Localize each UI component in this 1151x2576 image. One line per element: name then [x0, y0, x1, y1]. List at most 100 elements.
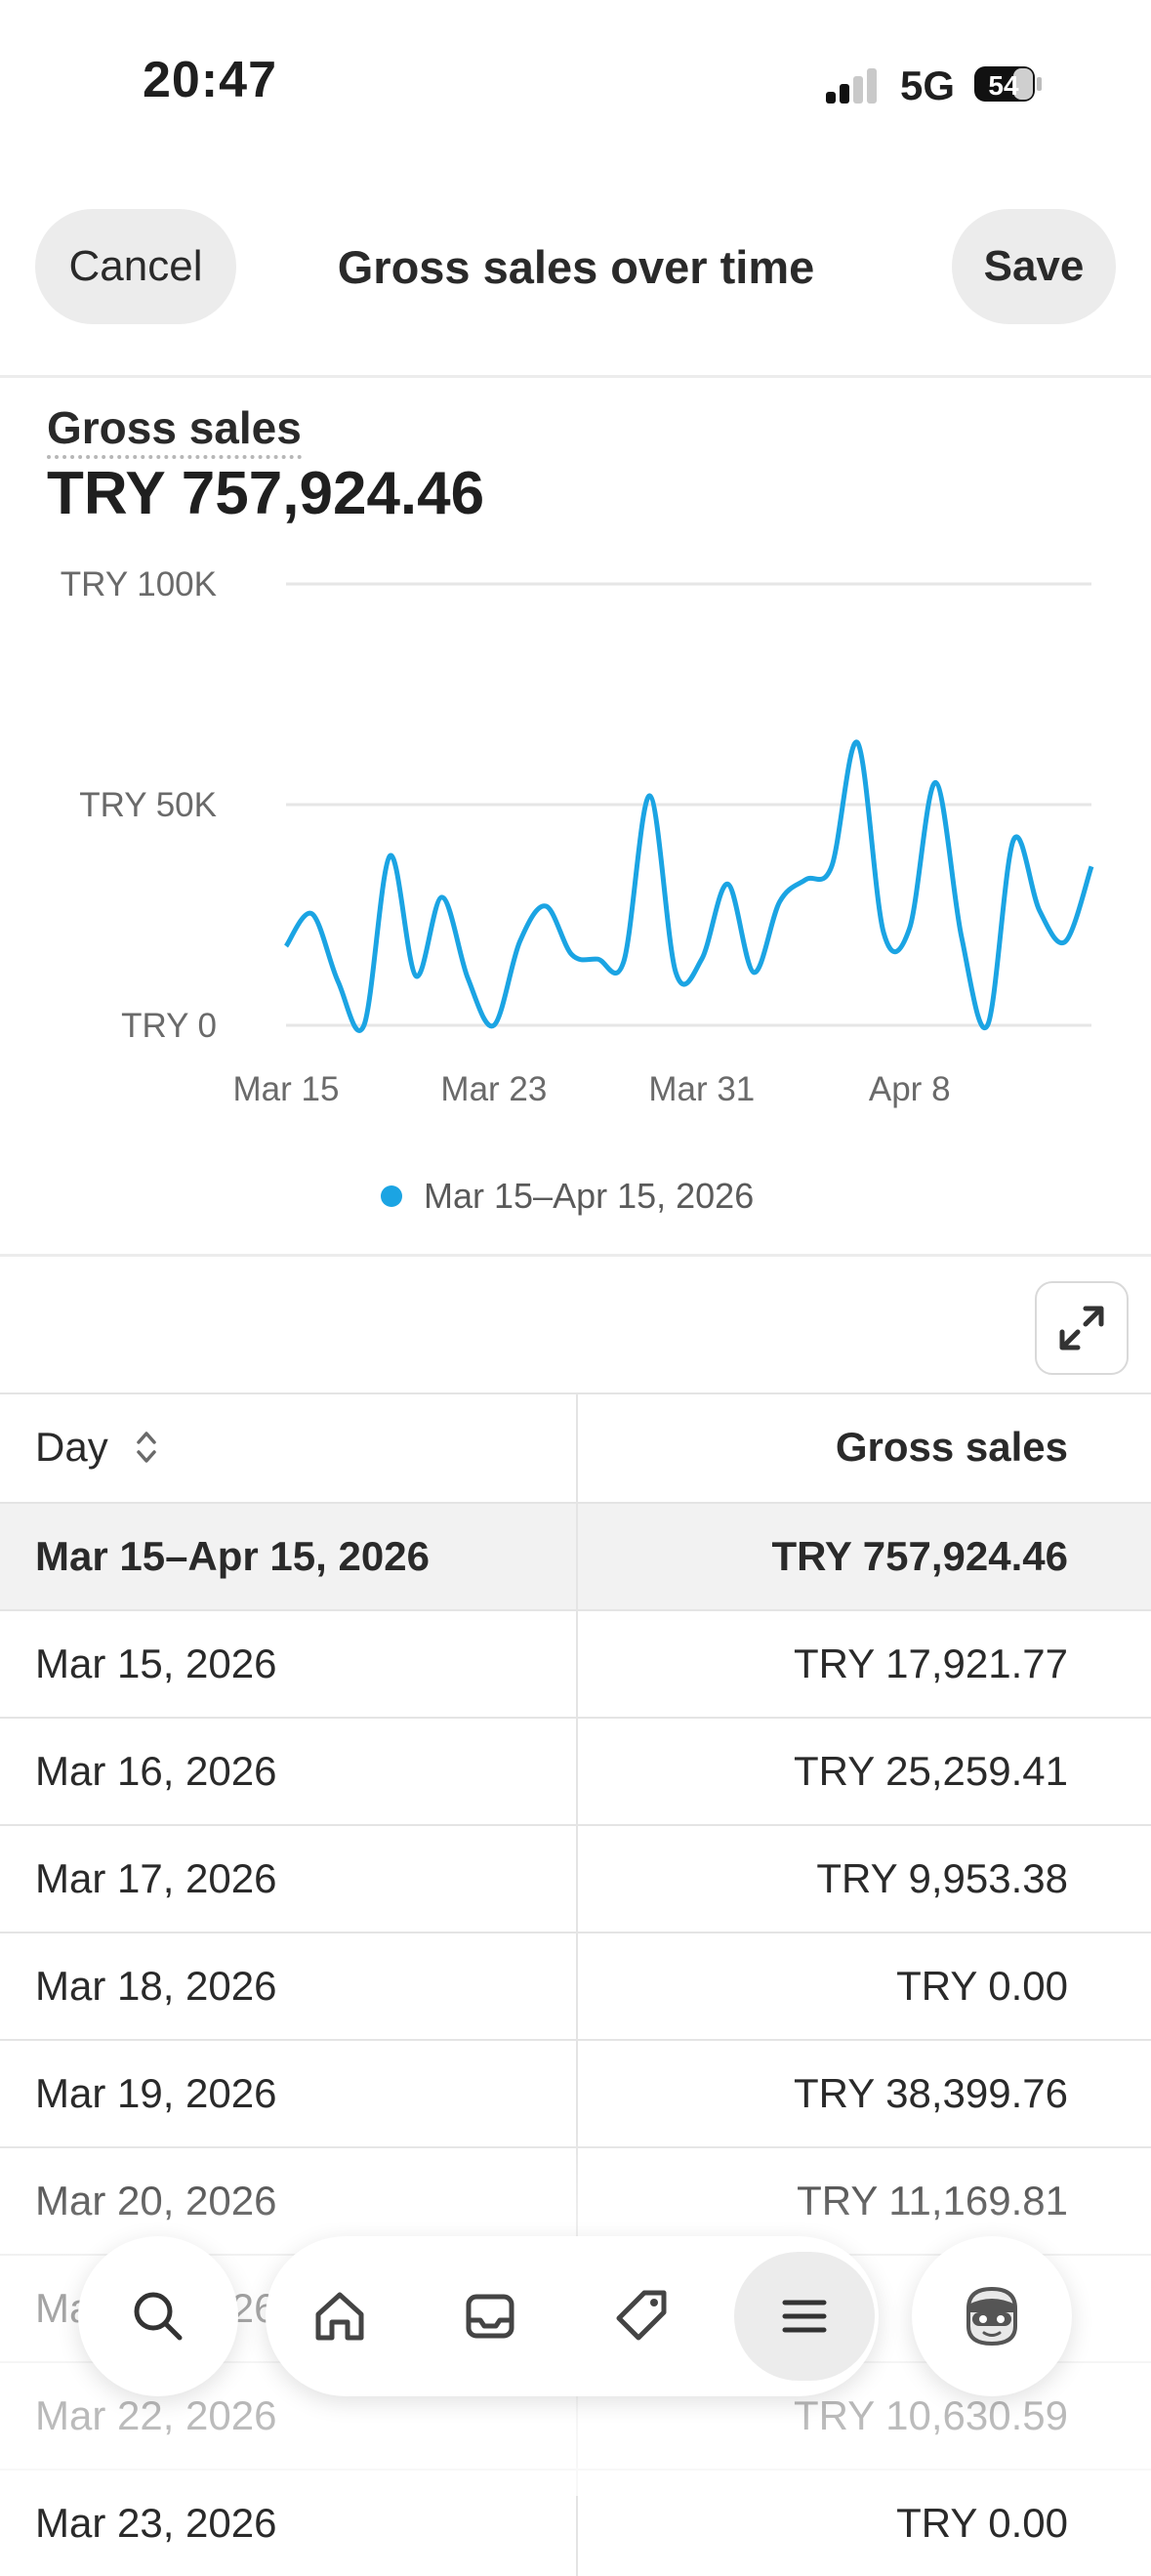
table-row[interactable]: Mar 17, 2026 TRY 9,953.38 — [0, 1824, 1151, 1932]
profile-button[interactable] — [912, 2236, 1072, 2396]
data-point — [907, 926, 913, 932]
column-divider — [576, 1933, 578, 2039]
data-point — [699, 956, 705, 962]
page-title: Gross sales over time — [337, 241, 815, 293]
data-point — [335, 978, 341, 984]
day-cell: Mar 17, 2026 — [35, 1855, 277, 1901]
x-tick-label: Mar 15 — [233, 1070, 340, 1108]
gross-sales-cell: TRY 17,921.77 — [794, 1641, 1068, 1686]
menu-icon — [782, 2300, 827, 2333]
metric-label[interactable]: Gross sales — [47, 402, 302, 459]
y-tick-label: TRY 0 — [121, 1007, 217, 1045]
cellular-signal-icon — [826, 68, 877, 104]
total-day-cell: Mar 15–Apr 15, 2026 — [35, 1533, 430, 1579]
gross-sales-cell: TRY 9,953.38 — [816, 1855, 1068, 1901]
column-divider — [576, 1719, 578, 1824]
column-divider — [576, 2041, 578, 2146]
y-tick-label: TRY 100K — [61, 565, 217, 603]
gross-sales-cell: TRY 0.00 — [896, 1963, 1068, 2009]
metric-value: TRY 757,924.46 — [47, 460, 485, 527]
y-tick-label: TRY 50K — [79, 786, 217, 824]
data-point — [569, 952, 575, 958]
search-button[interactable] — [78, 2236, 238, 2396]
data-point — [387, 852, 392, 858]
avatar-icon — [966, 2286, 1017, 2347]
table-row[interactable]: Mar 18, 2026 TRY 0.00 — [0, 1932, 1151, 2039]
data-point — [647, 793, 653, 799]
data-point — [283, 943, 289, 949]
gross-sales-column-header[interactable]: Gross sales — [835, 1424, 1068, 1470]
table-row[interactable]: Mar 19, 2026 TRY 38,399.76 — [0, 2039, 1151, 2146]
status-time: 20:47 — [143, 52, 277, 108]
battery-level: 54 — [988, 70, 1019, 101]
table-total-row: Mar 15–Apr 15, 2026 TRY 757,924.46 — [0, 1502, 1151, 1609]
gross-sales-cell: TRY 25,259.41 — [794, 1748, 1068, 1794]
data-point — [673, 970, 678, 976]
day-cell: Mar 15, 2026 — [35, 1641, 277, 1686]
data-point — [1089, 863, 1094, 869]
data-point — [1037, 907, 1043, 913]
table-row[interactable]: Mar 16, 2026 TRY 25,259.41 — [0, 1717, 1151, 1824]
data-point — [854, 740, 860, 746]
data-point — [413, 974, 419, 979]
header-divider — [0, 375, 1151, 378]
data-point — [724, 881, 730, 887]
x-tick-label: Apr 8 — [869, 1070, 951, 1108]
column-divider — [576, 1611, 578, 1717]
legend-marker — [381, 1185, 402, 1207]
data-point — [959, 935, 965, 940]
table-row[interactable]: Mar 15, 2026 TRY 17,921.77 — [0, 1609, 1151, 1717]
x-tick-label: Mar 31 — [648, 1070, 755, 1108]
data-point — [309, 911, 315, 917]
nav-products[interactable] — [574, 2236, 711, 2396]
data-point — [439, 894, 445, 900]
data-point — [777, 898, 783, 904]
day-header-label: Day — [35, 1424, 108, 1470]
total-value-cell: TRY 757,924.46 — [771, 1533, 1068, 1579]
cancel-button[interactable]: Cancel — [35, 209, 236, 324]
data-point — [1010, 837, 1016, 843]
x-tick-label: Mar 23 — [440, 1070, 547, 1108]
nav-home[interactable] — [271, 2236, 408, 2396]
table-header-row: Day Gross sales — [0, 1392, 1151, 1502]
inbox-icon — [466, 2294, 514, 2339]
legend-label: Mar 15–Apr 15, 2026 — [424, 1176, 755, 1216]
tag-icon — [616, 2290, 667, 2341]
expand-icon — [1059, 1306, 1104, 1350]
save-button[interactable]: Save — [952, 209, 1116, 324]
data-point — [465, 976, 471, 981]
data-point — [802, 877, 808, 883]
expand-button[interactable] — [1035, 1281, 1129, 1375]
bottom-nav-bar — [266, 2236, 879, 2396]
data-point — [829, 863, 835, 869]
nav-orders[interactable] — [422, 2236, 558, 2396]
chart-divider — [0, 1254, 1151, 1257]
sort-icon[interactable] — [134, 1428, 159, 1467]
data-point — [543, 903, 549, 909]
search-icon — [134, 2292, 183, 2341]
data-point — [985, 1022, 991, 1028]
data-point — [361, 1022, 367, 1028]
data-point — [751, 970, 757, 976]
column-divider — [576, 1826, 578, 1932]
data-point — [1062, 938, 1068, 944]
battery-icon: 54 — [974, 66, 1042, 102]
home-icon — [315, 2292, 364, 2341]
data-point — [621, 958, 627, 964]
data-point — [932, 779, 938, 785]
data-point — [491, 1022, 497, 1028]
network-type: 5G — [900, 62, 956, 108]
gross-sales-cell: TRY 38,399.76 — [794, 2070, 1068, 2116]
data-point — [881, 930, 886, 935]
chart-legend: Mar 15–Apr 15, 2026 — [381, 1172, 754, 1221]
nav-menu[interactable] — [736, 2236, 873, 2396]
top-bar: Cancel Gross sales over time Save — [0, 205, 1151, 332]
column-divider — [576, 1504, 578, 1609]
column-divider — [576, 1394, 578, 1502]
day-cell: Mar 18, 2026 — [35, 1963, 277, 2009]
status-bar: 20:47 5G 54 — [0, 0, 1151, 166]
series-line — [283, 739, 1094, 1033]
day-column-header[interactable]: Day — [35, 1394, 159, 1500]
day-cell: Mar 16, 2026 — [35, 1748, 277, 1794]
day-cell: Mar 19, 2026 — [35, 2070, 277, 2116]
